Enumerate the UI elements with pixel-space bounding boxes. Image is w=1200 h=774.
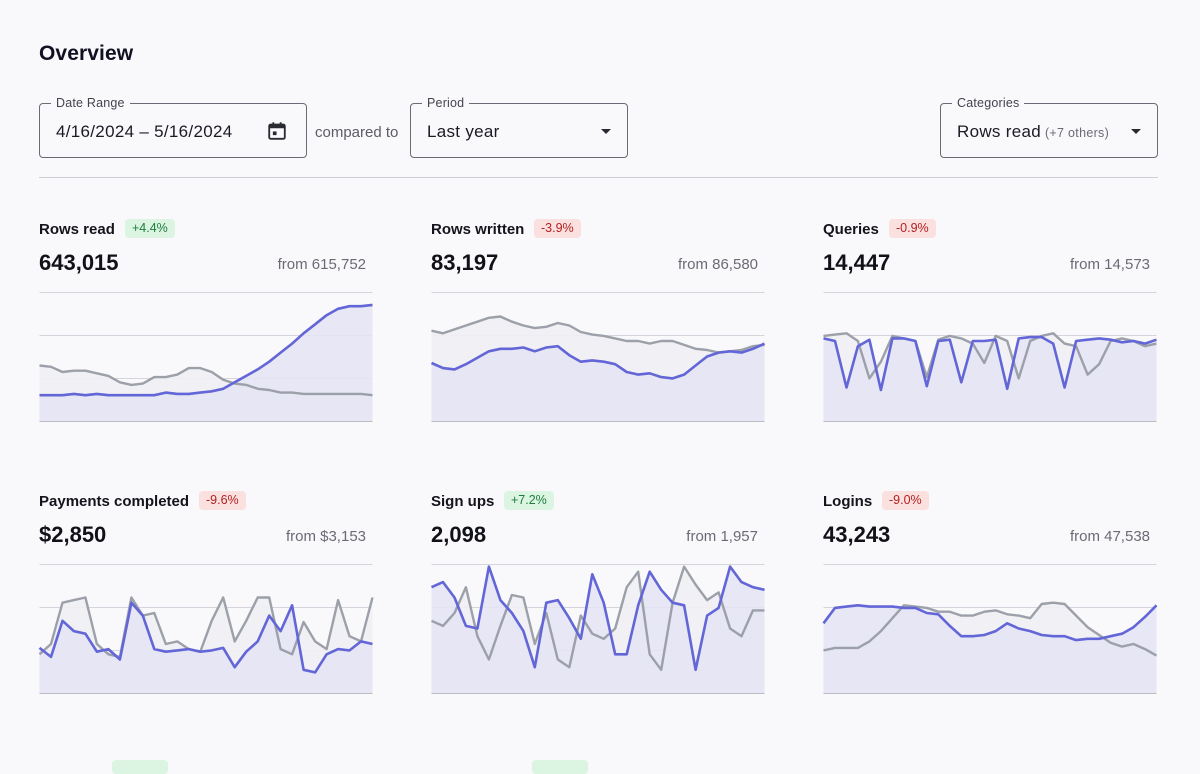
chevron-down-icon [1131,129,1141,134]
previous-period-line [823,332,1157,380]
current-period-area [431,343,765,421]
metric-card[interactable]: Rows written -3.9% 83,197 from 86,580 [430,219,766,460]
categories-select[interactable]: Categories Rows read (+7 others) [940,96,1158,158]
previous-period-line [823,601,1158,657]
categories-label: Categories [952,96,1025,110]
metric-name: Logins [823,493,873,510]
change-badge: -9.6% [199,491,246,510]
metric-card[interactable]: Payments completed -9.6% $2,850 from $3,153 [38,491,374,732]
current-period-area [823,605,1157,693]
previous-period-line [39,364,373,397]
filters-divider [39,177,1158,178]
date-range-field[interactable]: Date Range 4/16/2024 – 5/16/2024 [39,96,307,158]
metric-previous-value: from 47,538 [1069,528,1150,545]
metric-previous-value: from 1,957 [686,528,758,545]
current-period-area [431,566,765,693]
metric-value: 14,447 [823,250,891,275]
next-row-badge [532,760,588,774]
change-badge: +4.4% [125,219,175,238]
current-period-line [430,565,765,672]
current-period-line [39,303,373,397]
metric-card[interactable]: Queries -0.9% 14,447 from 14,573 [823,219,1157,460]
metric-name: Payments completed [39,493,190,510]
next-row-badge [112,760,168,774]
metric-name: Rows read [39,221,115,238]
metric-previous-value: from 14,573 [1069,256,1150,273]
current-period-area [39,602,373,693]
compared-to-label: compared to [315,124,399,141]
change-badge: -3.9% [534,219,581,238]
previous-period-line [38,596,374,659]
metric-value: 643,015 [39,250,119,275]
metric-value: 83,197 [431,250,499,275]
metric-name: Queries [823,221,879,238]
metric-value: $2,850 [39,522,107,547]
current-period-line [822,604,1158,642]
date-range-label: Date Range [51,96,130,110]
period-label: Period [422,96,470,110]
sparkline-chart [822,564,1158,694]
sparkline-chart [430,564,765,694]
current-period-line [823,335,1157,392]
metric-previous-value: from 615,752 [277,256,366,273]
categories-selected: Rows read [957,122,1041,141]
chevron-down-icon [601,129,611,134]
date-range-value: 4/16/2024 – 5/16/2024 [56,122,233,141]
metric-card[interactable]: Sign ups +7.2% 2,098 from 1,957 [430,491,765,732]
categories-value: Rows read (+7 others) [957,122,1109,142]
sparkline-chart [39,292,373,422]
page-title: Overview [39,42,134,65]
current-period-area [39,304,373,421]
sparkline-chart [823,292,1157,422]
calendar-icon[interactable] [266,120,288,142]
metric-card[interactable]: Rows read +4.4% 643,015 from 615,752 [39,219,373,460]
change-badge: +7.2% [504,491,554,510]
change-badge: -0.9% [889,219,936,238]
sparkline-chart [38,564,374,694]
categories-extra: (+7 others) [1044,126,1110,140]
period-value: Last year [427,122,500,141]
metric-name: Rows written [431,221,525,238]
previous-period-line [431,565,765,671]
metric-value: 2,098 [431,522,487,547]
metric-previous-value: from 86,580 [677,256,758,273]
previous-period-line [431,315,765,354]
sparkline-chart [430,292,766,422]
current-period-line [38,601,373,674]
current-period-line [430,342,766,380]
metric-card[interactable]: Logins -9.0% 43,243 from 47,538 [822,491,1158,732]
metric-value: 43,243 [823,522,891,547]
period-select[interactable]: Period Last year [410,96,628,158]
current-period-area [823,337,1157,421]
metric-name: Sign ups [431,493,495,510]
metric-previous-value: from $3,153 [285,528,366,545]
change-badge: -9.0% [882,491,929,510]
